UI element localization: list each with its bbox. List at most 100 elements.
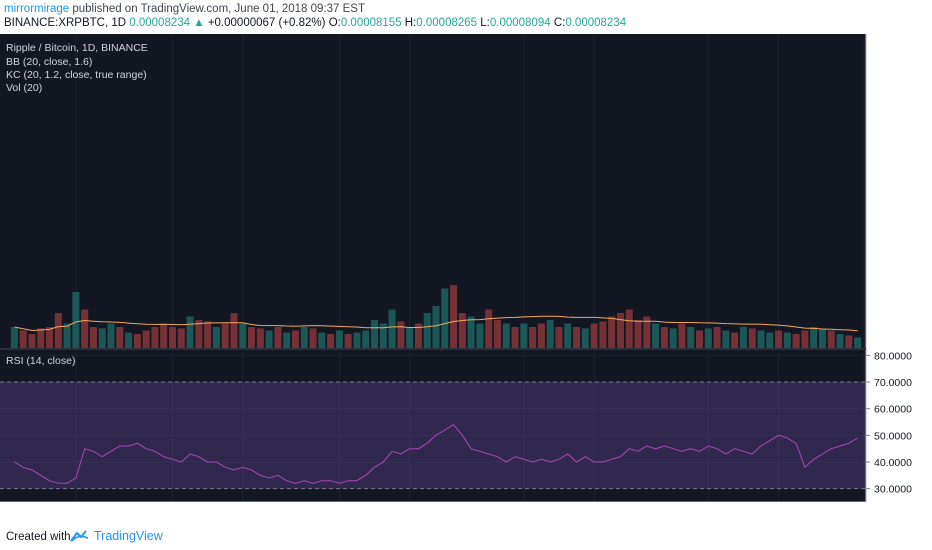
tradingview-brand[interactable]: TradingView: [70, 529, 163, 543]
header-bar: mirrormirage published on TradingView.co…: [0, 0, 932, 34]
volume-bar: [652, 323, 660, 348]
volume-bar: [616, 313, 624, 348]
close-value-2: 0.00008234: [565, 17, 627, 29]
legend-bb[interactable]: BB (20, close, 1.6): [6, 56, 93, 68]
volume-bar: [704, 328, 712, 348]
volume-bar: [28, 334, 36, 348]
volume-bar: [529, 327, 537, 348]
volume-bar: [537, 323, 545, 348]
volume-bar: [283, 332, 291, 348]
legend-rsi[interactable]: RSI (14, close): [6, 355, 76, 367]
volume-bar: [239, 323, 247, 348]
grid-lines: [0, 34, 866, 502]
volume-bar: [204, 321, 212, 348]
close-label: C:: [553, 17, 566, 29]
volume-bar: [564, 323, 572, 348]
volume-bar: [810, 327, 818, 348]
volume-bar: [590, 323, 598, 348]
volume-bar: [291, 330, 299, 348]
volume-bar: [221, 323, 229, 348]
volume-bar: [678, 323, 686, 348]
volume-bar: [546, 320, 554, 348]
volume-bar: [458, 313, 466, 348]
volume-bar: [160, 323, 168, 348]
high-label: H:: [404, 17, 417, 29]
tradingview-logo-icon: [70, 530, 89, 542]
legend-kc[interactable]: KC (20, 1.2, close, true range): [6, 69, 147, 81]
volume-bar: [713, 327, 721, 348]
volume-bar: [168, 327, 177, 348]
volume-bar: [230, 313, 238, 348]
rsi-tick-label: 50.0000: [874, 430, 912, 442]
volume-bar: [46, 327, 54, 348]
volume-bar: [827, 330, 835, 348]
volume-bar: [520, 323, 528, 348]
volume-bar: [511, 327, 519, 348]
volume-bar: [362, 330, 370, 348]
close-value: 0.00008234: [129, 17, 191, 29]
volume-bar: [845, 335, 853, 348]
rsi-tick-label: 60.0000: [874, 404, 912, 416]
volume-bar: [309, 328, 317, 348]
volume-bar: [450, 285, 458, 348]
created-with-text: Created with: [6, 531, 71, 543]
rsi-line: [14, 424, 858, 484]
volume-bar: [116, 327, 124, 348]
volume-bar: [406, 327, 414, 348]
volume-bar: [775, 330, 783, 348]
brand-label: TradingView: [94, 529, 163, 543]
volume-bar: [63, 323, 71, 348]
rsi-plot: [14, 424, 858, 484]
volume-bar: [599, 321, 607, 348]
low-label: L:: [480, 17, 490, 29]
symbol-label: BINANCE:XRPBTC, 1D: [4, 17, 127, 29]
rsi-tick-label: 70.0000: [874, 377, 912, 389]
up-arrow-icon: ▲: [193, 17, 205, 29]
volume-bar: [757, 330, 765, 348]
volume-bar: [432, 306, 440, 348]
volume-bar: [318, 332, 326, 348]
author-link[interactable]: mirrormirage: [4, 3, 70, 15]
volume-bar: [643, 316, 651, 348]
volume-bar: [608, 316, 616, 348]
volume-bar: [19, 330, 27, 348]
band-fills: [0, 381, 866, 490]
publish-line: mirrormirage published on TradingView.co…: [4, 3, 365, 15]
legend-vol[interactable]: Vol (20): [6, 82, 43, 94]
price-chart[interactable]: 0.0000823480.000070.000060.000050.000040…: [0, 34, 932, 526]
volume-bar: [581, 328, 589, 348]
volume-bar: [414, 323, 422, 348]
volume-bar: [142, 330, 150, 348]
volume-bar: [573, 327, 581, 348]
volume-bar: [388, 309, 396, 348]
volume-bar: [274, 327, 282, 348]
volume-bar: [177, 328, 185, 348]
legend-title: Ripple / Bitcoin, 1D, BINANCE: [6, 42, 148, 54]
ohlc-line: BINANCE:XRPBTC, 1D 0.00008234 ▲ +0.00000…: [4, 17, 626, 29]
rsi-tick-label: 40.0000: [874, 457, 912, 469]
volume-bar: [397, 321, 405, 348]
volume-bar: [186, 316, 194, 348]
volume-bar: [739, 327, 747, 348]
x-axis-background: [0, 502, 866, 526]
volume-bar: [493, 320, 501, 348]
volume-bar: [300, 327, 308, 348]
volume-bar: [133, 334, 141, 348]
axis-background: [866, 34, 932, 526]
volume-bar: [125, 332, 133, 348]
volume-bar: [335, 330, 343, 348]
volume-bar: [54, 313, 62, 348]
volume-bar: [37, 328, 45, 348]
volume-bar: [722, 330, 730, 348]
low-value: 0.00008094: [489, 17, 551, 29]
volume-bar: [695, 330, 704, 348]
open-value: 0.00008155: [340, 17, 402, 29]
price-pane-background: [0, 34, 866, 348]
volume-bar: [476, 323, 484, 348]
volume-bar: [836, 334, 844, 348]
volume-bar: [441, 288, 449, 348]
volume-bar: [792, 334, 800, 348]
volume-bar: [634, 320, 642, 348]
volume-bar: [10, 327, 18, 348]
volume-bar: [151, 327, 159, 348]
